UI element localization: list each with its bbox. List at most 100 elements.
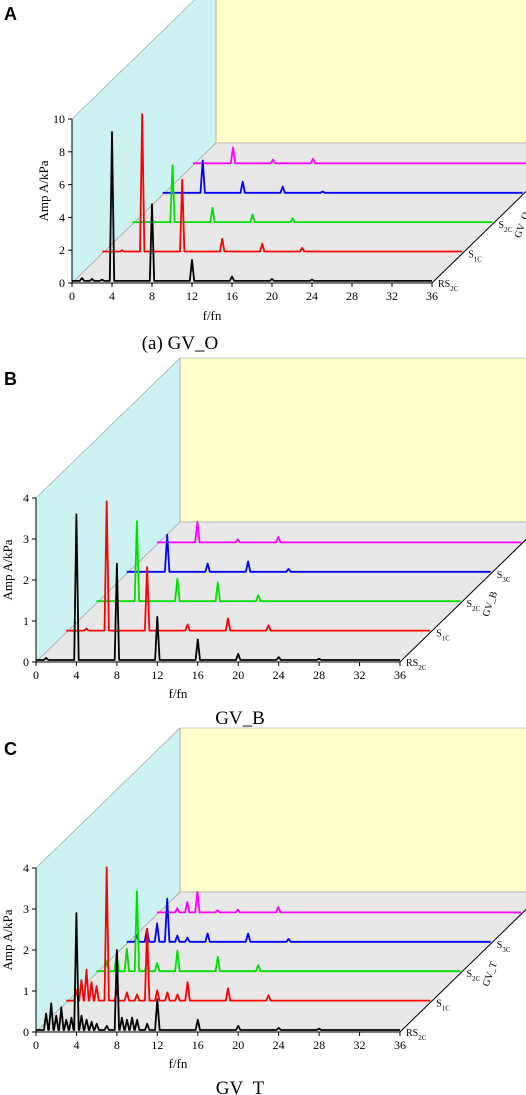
x-axis-label: f/fn (169, 686, 188, 701)
series-line-rs2c (36, 513, 400, 661)
series-line-s2c (96, 520, 461, 603)
y-axis-label: Amp A/kPa (36, 160, 51, 221)
series-label-sub: 2C (472, 975, 481, 983)
x-tick-label: 8 (114, 1038, 120, 1052)
x-tick-label: 0 (69, 289, 75, 303)
series-label-main: S (497, 940, 503, 951)
x-tick-label: 8 (114, 668, 120, 682)
series-label-main: S (468, 250, 474, 261)
panel-label: B (4, 369, 17, 389)
x-axis-label: f/fn (169, 1056, 188, 1071)
x-tick-label: 24 (306, 289, 318, 303)
x-tick-label: 4 (109, 289, 115, 303)
series-line-s1c (66, 500, 431, 632)
x-tick-label: 12 (186, 289, 198, 303)
depth-axis (431, 190, 526, 284)
depth-axis-label: GV_T (481, 960, 500, 988)
depth-axis-label: GV_B (481, 590, 500, 619)
series-line-rs2c (72, 131, 432, 282)
series-label-sub: 2C (504, 226, 512, 234)
panel-label: A (4, 4, 17, 24)
series-line-s2c (132, 164, 493, 223)
chart-caption: GV_T (216, 1078, 265, 1095)
series-line-s4c (157, 521, 521, 544)
x-tick-label: 32 (354, 1038, 366, 1052)
x-tick-label: 36 (394, 668, 406, 682)
series-label-s2c: S2C (466, 969, 480, 983)
y-tick-label: 4 (23, 491, 29, 505)
series-label-main: S (466, 599, 472, 610)
y-axis-label: Amp A/kPa (0, 539, 15, 600)
x-tick-label: 32 (386, 289, 398, 303)
y-tick-label: 2 (23, 573, 29, 587)
y-tick-label: 0 (23, 655, 29, 669)
back-wall (179, 357, 526, 523)
y-tick-label: 4 (59, 210, 65, 224)
series-label-s2c: S2C (498, 220, 512, 234)
y-tick-label: 0 (23, 1025, 29, 1039)
chart-caption: GV_B (215, 708, 265, 729)
y-tick-label: 10 (53, 112, 65, 126)
x-tick-label: 20 (232, 1038, 244, 1052)
y-axis-label: Amp A/kPa (0, 909, 15, 970)
x-tick-label: 20 (266, 289, 278, 303)
series-label-sub: 3C (502, 576, 511, 584)
x-tick-label: 28 (313, 668, 325, 682)
x-axis-label: f/fn (203, 308, 222, 323)
x-tick-label: 24 (273, 668, 285, 682)
y-tick-label: 4 (23, 861, 29, 875)
series-label-sub: 1C (442, 1005, 451, 1013)
x-tick-label: 28 (346, 289, 358, 303)
back-wall (215, 0, 526, 144)
back-wall (179, 727, 526, 893)
y-tick-label: 3 (23, 902, 29, 916)
series-label-main: RS (406, 658, 418, 669)
series-label-main: RS (406, 1028, 418, 1039)
x-tick-label: 16 (192, 668, 204, 682)
depth-axis (399, 538, 526, 663)
x-tick-label: 12 (151, 1038, 163, 1052)
series-label-sub: 1C (442, 635, 451, 643)
series-label-sub: 2C (472, 605, 481, 613)
series-label-sub: 2C (450, 285, 459, 293)
x-tick-label: 0 (33, 668, 39, 682)
series-label-main: S (498, 220, 504, 231)
x-tick-label: 32 (354, 668, 366, 682)
series-label-sub: 3C (502, 946, 511, 954)
y-tick-label: 1 (23, 984, 29, 998)
series-label-main: S (466, 969, 472, 980)
series-label-rs2c: RS2C (438, 279, 459, 293)
series-label-s3c: S3C (497, 940, 511, 954)
y-tick-label: 6 (59, 178, 65, 192)
y-tick-label: 2 (59, 243, 65, 257)
series-label-s2c: S2C (466, 599, 480, 613)
series-label-s1c: S1C (436, 629, 450, 643)
series-label-main: RS (438, 279, 450, 290)
series-label-main: S (436, 999, 442, 1010)
depth-axis-label: GV_O (513, 211, 526, 240)
x-tick-label: 28 (313, 1038, 325, 1052)
series-line-s1c (102, 113, 463, 253)
x-tick-label: 36 (426, 289, 438, 303)
y-tick-label: 8 (59, 145, 65, 159)
chart-caption: (a) GV_O (142, 333, 219, 354)
series-label-s1c: S1C (436, 999, 450, 1013)
y-tick-label: 1 (23, 614, 29, 628)
x-tick-label: 0 (33, 1038, 39, 1052)
series-label-s3c: S3C (497, 570, 511, 584)
x-tick-label: 16 (226, 289, 238, 303)
series-line-s3c (162, 159, 523, 194)
x-tick-label: 4 (73, 668, 79, 682)
y-tick-label: 0 (59, 276, 65, 290)
x-tick-label: 20 (232, 668, 244, 682)
panel-label: C (4, 739, 17, 759)
series-line-s4c (193, 146, 526, 165)
x-tick-label: 8 (149, 289, 155, 303)
series-line-s4c (157, 891, 521, 914)
y-tick-label: 3 (23, 532, 29, 546)
series-label-rs2c: RS2C (406, 1028, 427, 1042)
x-tick-label: 24 (273, 1038, 285, 1052)
